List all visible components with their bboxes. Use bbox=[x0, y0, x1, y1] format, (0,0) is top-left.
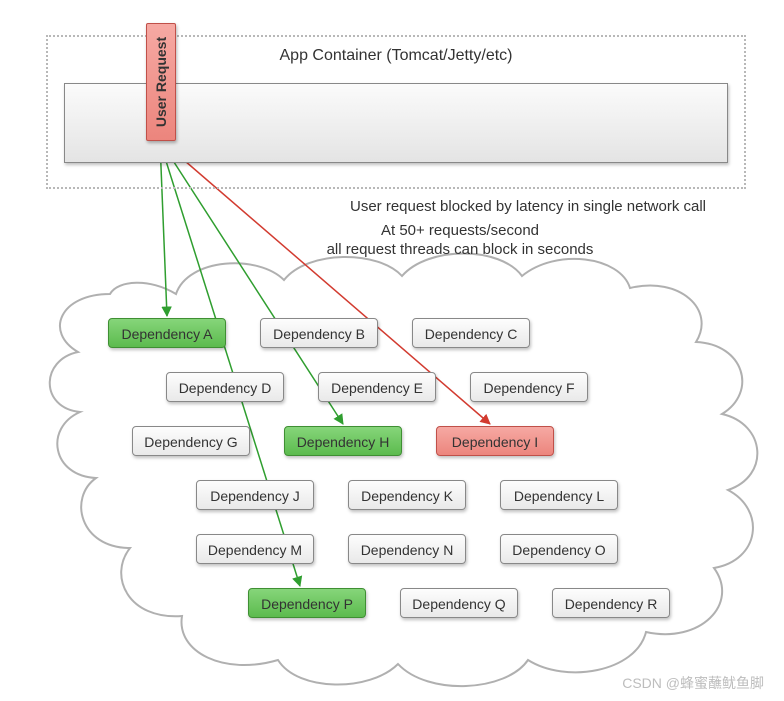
dependency-l: Dependency L bbox=[500, 480, 618, 510]
edge-to-P bbox=[160, 142, 300, 586]
dependency-b: Dependency B bbox=[260, 318, 378, 348]
dependency-h: Dependency H bbox=[284, 426, 402, 456]
dependency-a: Dependency A bbox=[108, 318, 226, 348]
dependency-p: Dependency P bbox=[248, 588, 366, 618]
watermark: CSDN @蜂蜜蘸鱿鱼脚 bbox=[622, 673, 764, 693]
dependency-r: Dependency R bbox=[552, 588, 670, 618]
dependency-f: Dependency F bbox=[470, 372, 588, 402]
caption-line-3: all request threads can block in seconds bbox=[280, 241, 640, 258]
dependency-e: Dependency E bbox=[318, 372, 436, 402]
dependency-g: Dependency G bbox=[132, 426, 250, 456]
dependency-i: Dependency I bbox=[436, 426, 554, 456]
caption-line-2: At 50+ requests/second bbox=[280, 222, 640, 239]
dependency-d: Dependency D bbox=[166, 372, 284, 402]
caption-line-1: User request blocked by latency in singl… bbox=[308, 198, 748, 215]
dependency-k: Dependency K bbox=[348, 480, 466, 510]
dependency-n: Dependency N bbox=[348, 534, 466, 564]
dependency-o: Dependency O bbox=[500, 534, 618, 564]
user-request-box: User Request bbox=[146, 23, 176, 141]
dependency-q: Dependency Q bbox=[400, 588, 518, 618]
user-request-label: User Request bbox=[153, 37, 169, 127]
dependency-j: Dependency J bbox=[196, 480, 314, 510]
dependency-c: Dependency C bbox=[412, 318, 530, 348]
dependency-m: Dependency M bbox=[196, 534, 314, 564]
